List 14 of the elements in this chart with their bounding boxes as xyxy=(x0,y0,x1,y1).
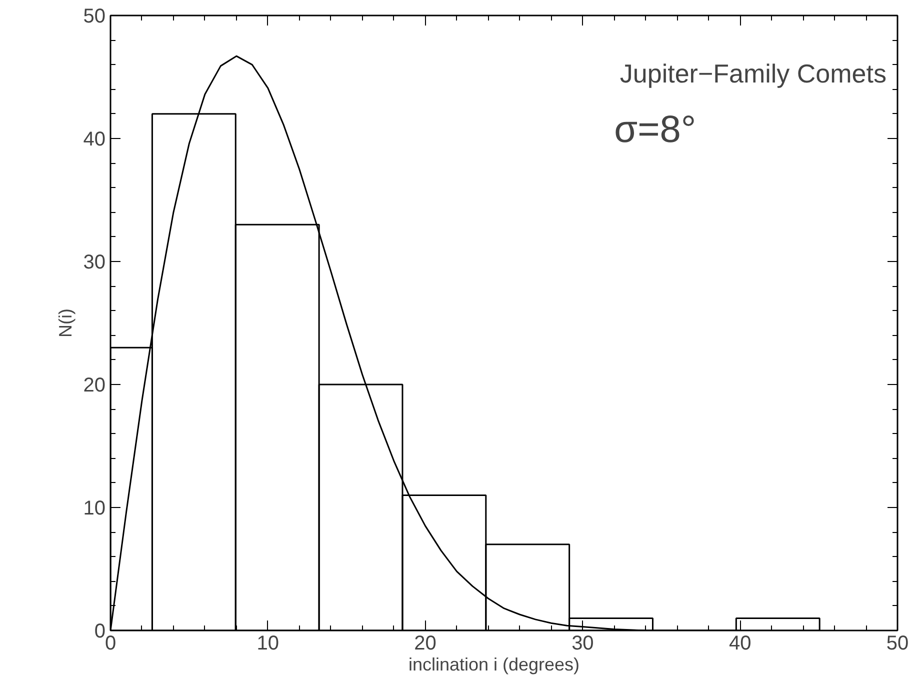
x-tick-label: 10 xyxy=(256,632,280,654)
x-tick-label: 40 xyxy=(728,632,752,654)
annotation: Jupiter−Family Comets xyxy=(620,58,886,88)
x-tick-label: 30 xyxy=(572,632,594,654)
annotation: σ=8° xyxy=(614,108,696,151)
y-axis-title: N(i) xyxy=(55,308,76,338)
y-tick-label: 30 xyxy=(83,252,106,274)
y-tick-label: 10 xyxy=(83,498,106,520)
x-tick-label: 50 xyxy=(886,632,909,654)
y-tick-label: 50 xyxy=(83,6,106,28)
y-tick-label: 20 xyxy=(83,374,106,396)
x-axis-title: inclination i (degrees) xyxy=(408,654,580,674)
y-tick-label: 40 xyxy=(83,128,106,150)
x-tick-label: 20 xyxy=(414,632,436,654)
